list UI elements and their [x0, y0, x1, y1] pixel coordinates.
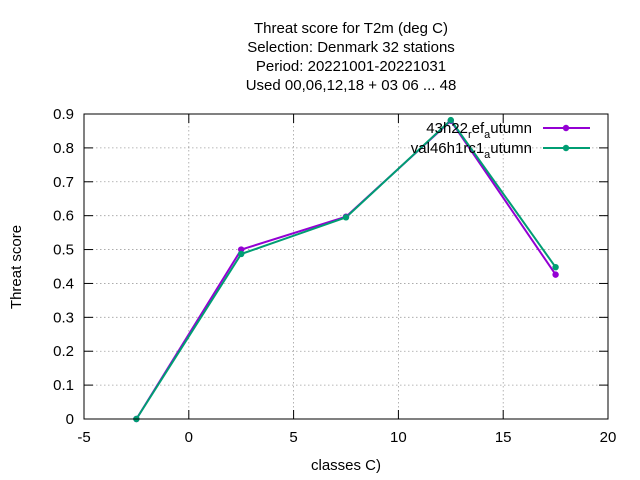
y-tick-label: 0.1 — [53, 377, 74, 394]
x-tick-label: 15 — [495, 429, 512, 446]
y-tick-label: 0.9 — [53, 106, 74, 123]
legend-marker-2 — [562, 144, 570, 152]
x-tick-label: 0 — [185, 429, 193, 446]
axis-ticks: 00.10.20.30.40.50.60.70.80.9-5 0 5 10 15 20 — [53, 106, 616, 446]
legend-label-1: 43h22refautumn — [426, 120, 532, 141]
x-tick-label: -5 — [77, 429, 90, 446]
y-tick-label: 0.2 — [53, 343, 74, 360]
legend-label-2: val46h1rc1autumn — [411, 140, 532, 161]
legend: 43h22refautumn val46h1rc1autumn — [411, 120, 590, 161]
series-2-point — [342, 214, 350, 221]
series-line-1 — [135, 119, 557, 420]
chart-title: Threat score for T2m (deg C) Selection: … — [246, 20, 457, 94]
x-tick-label: 20 — [600, 429, 617, 446]
series-line-2 — [135, 118, 557, 420]
title-line-2: Selection: Denmark 32 stations — [247, 39, 455, 56]
series-2-point — [238, 250, 245, 258]
y-tick-label: 0.8 — [53, 140, 74, 157]
y-tick-label: 0.7 — [53, 174, 74, 191]
plot-frame — [83, 113, 609, 420]
x-axis-label: classes C) — [311, 457, 381, 474]
series-1-point — [552, 271, 559, 278]
x-tick-label: 5 — [289, 429, 297, 446]
title-line-3: Period: 20221001-20221031 — [256, 58, 446, 75]
y-tick-label: 0.3 — [53, 309, 74, 326]
title-line-4: Used 00,06,12,18 + 03 06 ... 48 — [246, 77, 457, 94]
x-tick-label: 10 — [390, 429, 407, 446]
series-2-point — [552, 263, 559, 271]
series-1-point — [238, 246, 245, 253]
y-tick-label: 0.6 — [53, 208, 74, 225]
y-tick-label: 0.4 — [53, 275, 74, 292]
grid-lines — [84, 114, 608, 419]
y-tick-label: 0.5 — [53, 242, 74, 259]
series-2-point — [447, 116, 454, 124]
data-series — [133, 116, 559, 423]
y-tick-label: 0 — [66, 411, 74, 428]
legend-marker-1 — [562, 124, 570, 132]
y-axis-label: Threat score — [8, 225, 25, 309]
title-line-1: Threat score for T2m (deg C) — [254, 20, 448, 37]
